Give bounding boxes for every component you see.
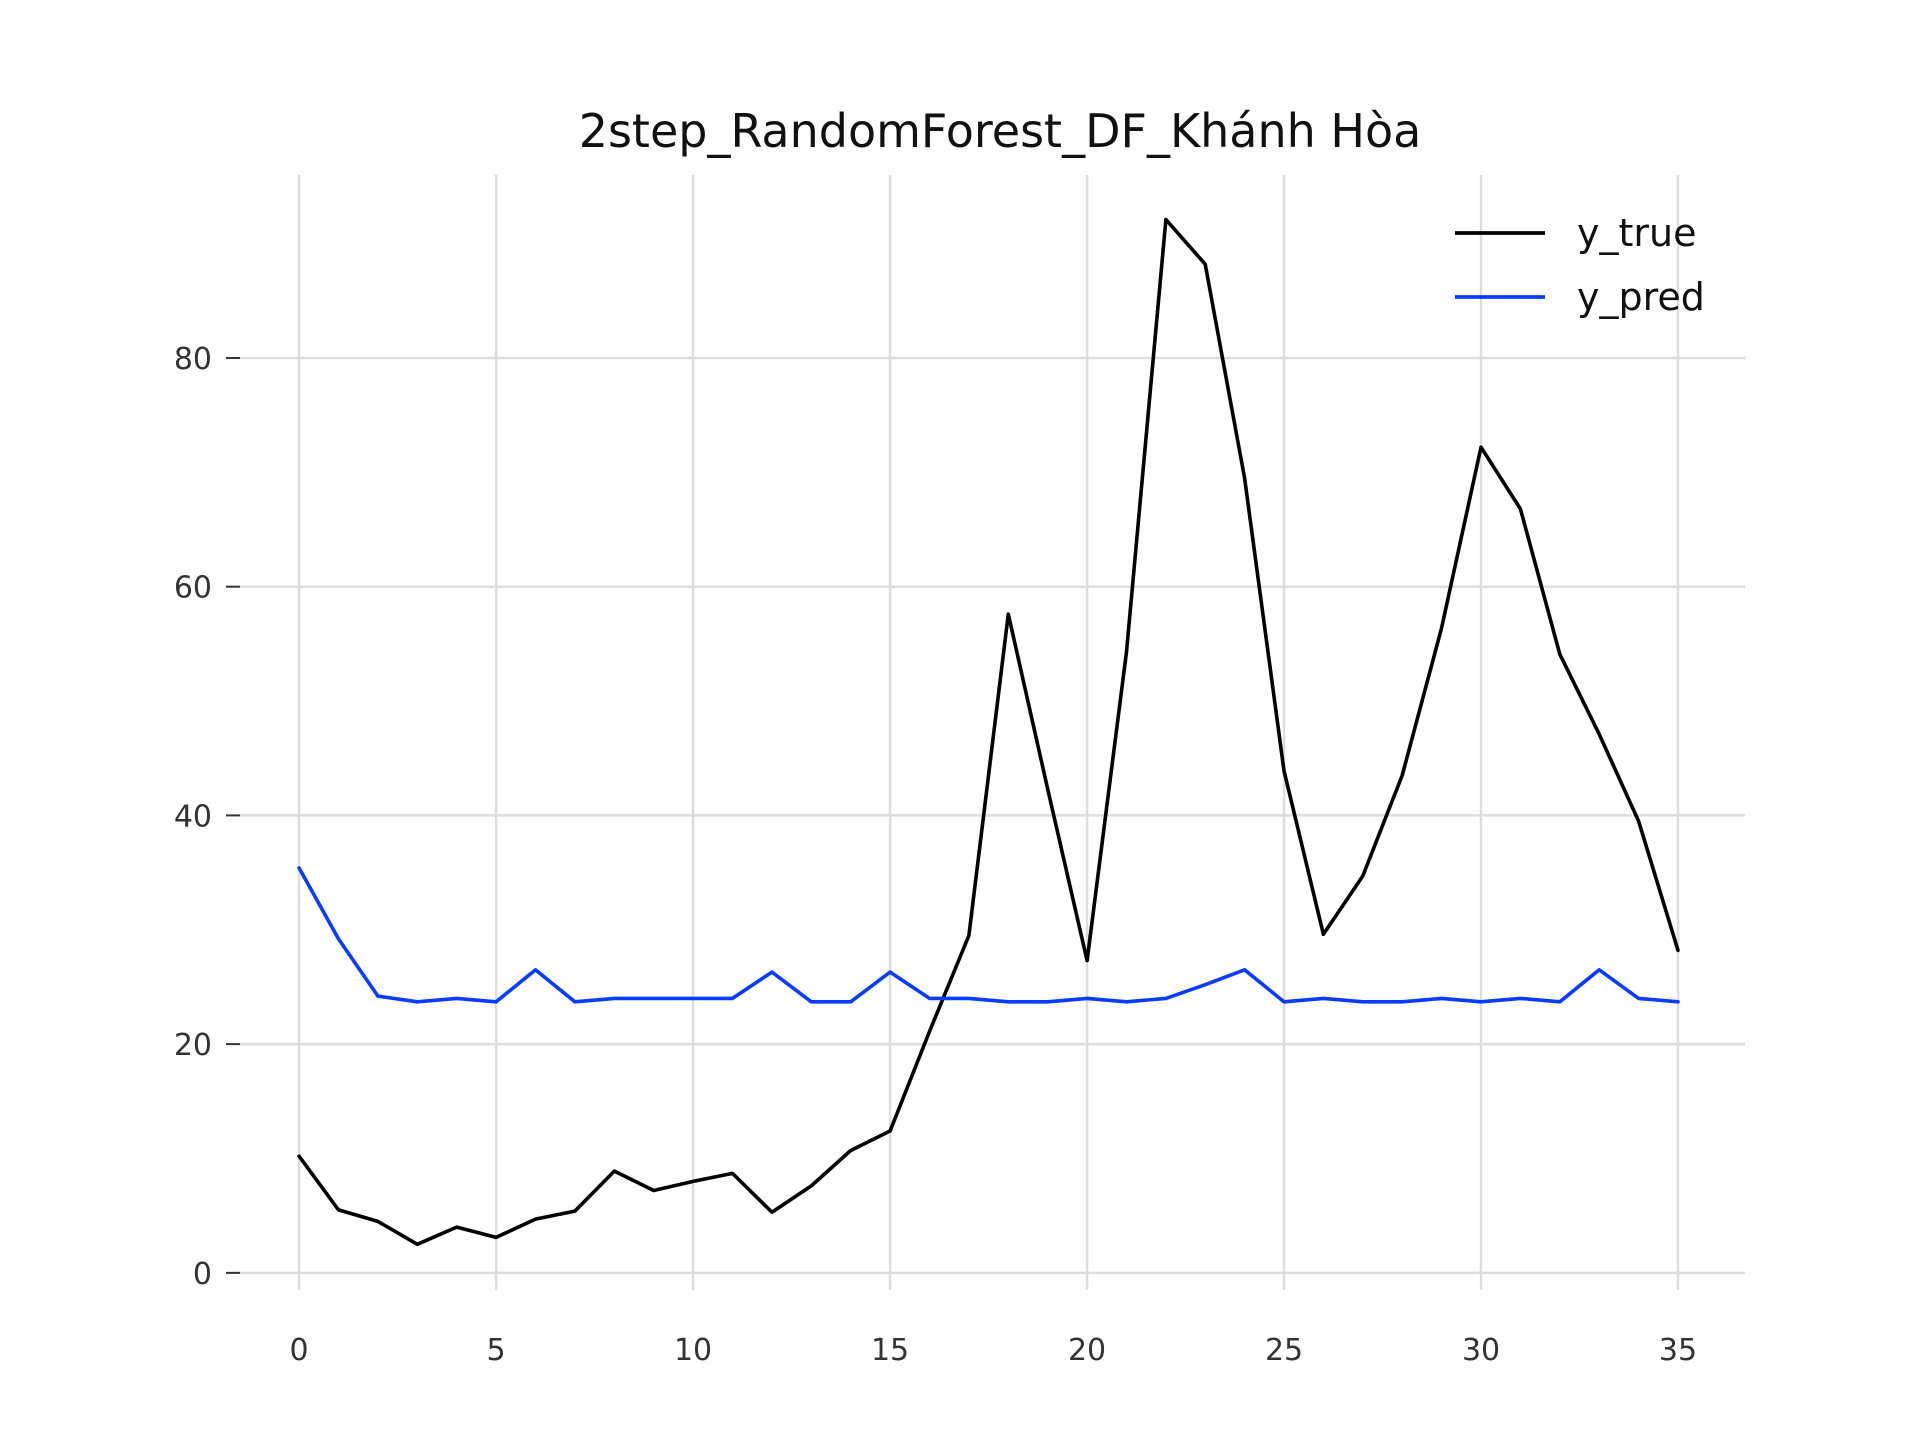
x-axis: 0 5 10 15 20 25 30 35 [290, 1333, 1698, 1368]
legend: y_true y_pred [1455, 211, 1705, 319]
y-tick-label: 20 [174, 1028, 212, 1063]
legend-label: y_true [1577, 211, 1696, 255]
x-tick-label: 25 [1265, 1333, 1303, 1368]
series-line-y-pred [297, 866, 1680, 1004]
y-tick-label: 0 [193, 1257, 212, 1292]
x-tick-label: 30 [1462, 1333, 1500, 1368]
series-line-y-true [297, 217, 1680, 1247]
x-tick-label: 0 [290, 1333, 309, 1368]
x-tick-label: 10 [674, 1333, 712, 1368]
x-gridlines [297, 175, 1680, 1290]
y-tick-label: 60 [174, 571, 212, 606]
series-layer [297, 217, 1680, 1247]
y-gridlines [240, 356, 1745, 1275]
y-tick-label: 80 [174, 342, 212, 377]
x-tick-label: 15 [871, 1333, 909, 1368]
x-tick-label: 35 [1659, 1333, 1697, 1368]
x-tick-label: 5 [487, 1333, 506, 1368]
legend-label: y_pred [1577, 275, 1705, 319]
y-tick-label: 40 [174, 799, 212, 834]
y-axis: 0 20 40 60 80 [174, 342, 240, 1292]
x-tick-label: 20 [1068, 1333, 1106, 1368]
chart-title: 2step_RandomForest_DF_Khánh Hòa [579, 104, 1422, 158]
